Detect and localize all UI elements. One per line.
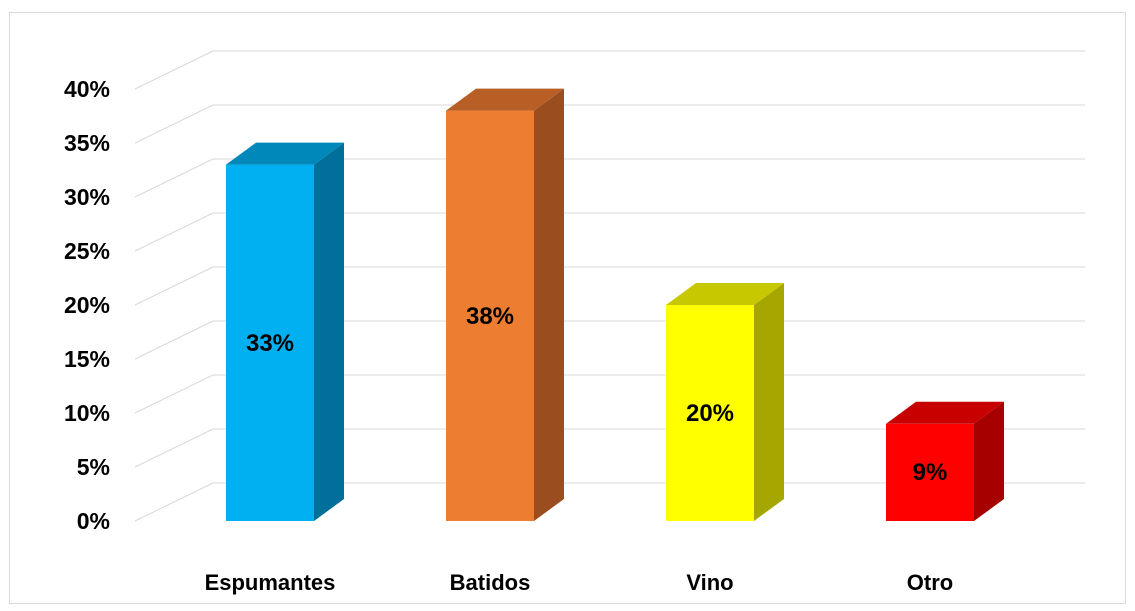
bar-top-face bbox=[666, 283, 784, 305]
gridlines bbox=[134, 50, 1085, 522]
bar-top-face bbox=[226, 142, 344, 165]
y-tick-label: 10% bbox=[64, 400, 110, 426]
x-category-label: Otro bbox=[907, 570, 953, 595]
x-category-label: Espumantes bbox=[205, 570, 336, 595]
gridline-diagonal bbox=[134, 50, 214, 90]
chart-frame: 0% 5% 10% 15% 20% 25% 30% 35% 40% 33% 38% 20% 9% Es… bbox=[9, 12, 1126, 604]
bar-front-face bbox=[886, 423, 974, 521]
bar-batidos: 38% bbox=[446, 88, 564, 521]
x-category-label: Vino bbox=[686, 570, 733, 595]
bar-front-face bbox=[226, 164, 314, 521]
gridline-diagonal bbox=[134, 212, 214, 252]
gridline-diagonal bbox=[134, 104, 214, 144]
bar-side-face bbox=[534, 88, 564, 521]
bar-side-face bbox=[314, 142, 344, 521]
bar-data-label: 20% bbox=[686, 400, 734, 427]
bar-otro: 9% bbox=[886, 401, 1004, 521]
bar-data-label: 33% bbox=[246, 330, 294, 357]
gridline-diagonal bbox=[134, 482, 214, 522]
bar-front-face bbox=[666, 305, 754, 521]
y-axis-ticks: 0% 5% 10% 15% 20% 25% 30% 35% 40% bbox=[64, 76, 110, 534]
bar-espumantes: 33% bbox=[226, 142, 344, 521]
y-tick-label: 30% bbox=[64, 184, 110, 210]
gridline-diagonal bbox=[134, 374, 214, 414]
bar-top-face bbox=[886, 401, 1004, 424]
bar-vino: 20% bbox=[666, 283, 784, 521]
y-tick-label: 15% bbox=[64, 346, 110, 372]
bar-data-label: 9% bbox=[913, 459, 948, 486]
y-tick-label: 25% bbox=[64, 238, 110, 264]
bar-side-face bbox=[754, 283, 784, 521]
gridline-diagonal bbox=[134, 320, 214, 360]
bar-side-face bbox=[974, 401, 1004, 521]
bar-top-face bbox=[446, 88, 564, 111]
gridline-diagonal bbox=[134, 158, 214, 198]
bar-data-label: 38% bbox=[466, 303, 514, 330]
y-tick-label: 5% bbox=[77, 454, 110, 480]
y-tick-label: 40% bbox=[64, 76, 110, 102]
bars: 33% 38% 20% 9% bbox=[226, 88, 1004, 521]
y-tick-label: 35% bbox=[64, 130, 110, 156]
gridline-diagonal bbox=[134, 266, 214, 306]
gridline-diagonal bbox=[134, 428, 214, 468]
y-tick-label: 20% bbox=[64, 292, 110, 318]
bar-front-face bbox=[446, 110, 534, 521]
bar-chart: 0% 5% 10% 15% 20% 25% 30% 35% 40% 33% 38% 20% 9% Es… bbox=[64, 50, 1085, 595]
x-category-label: Batidos bbox=[450, 570, 531, 595]
x-axis-categories: Espumantes Batidos Vino Otro bbox=[205, 570, 954, 595]
y-tick-label: 0% bbox=[77, 508, 110, 534]
